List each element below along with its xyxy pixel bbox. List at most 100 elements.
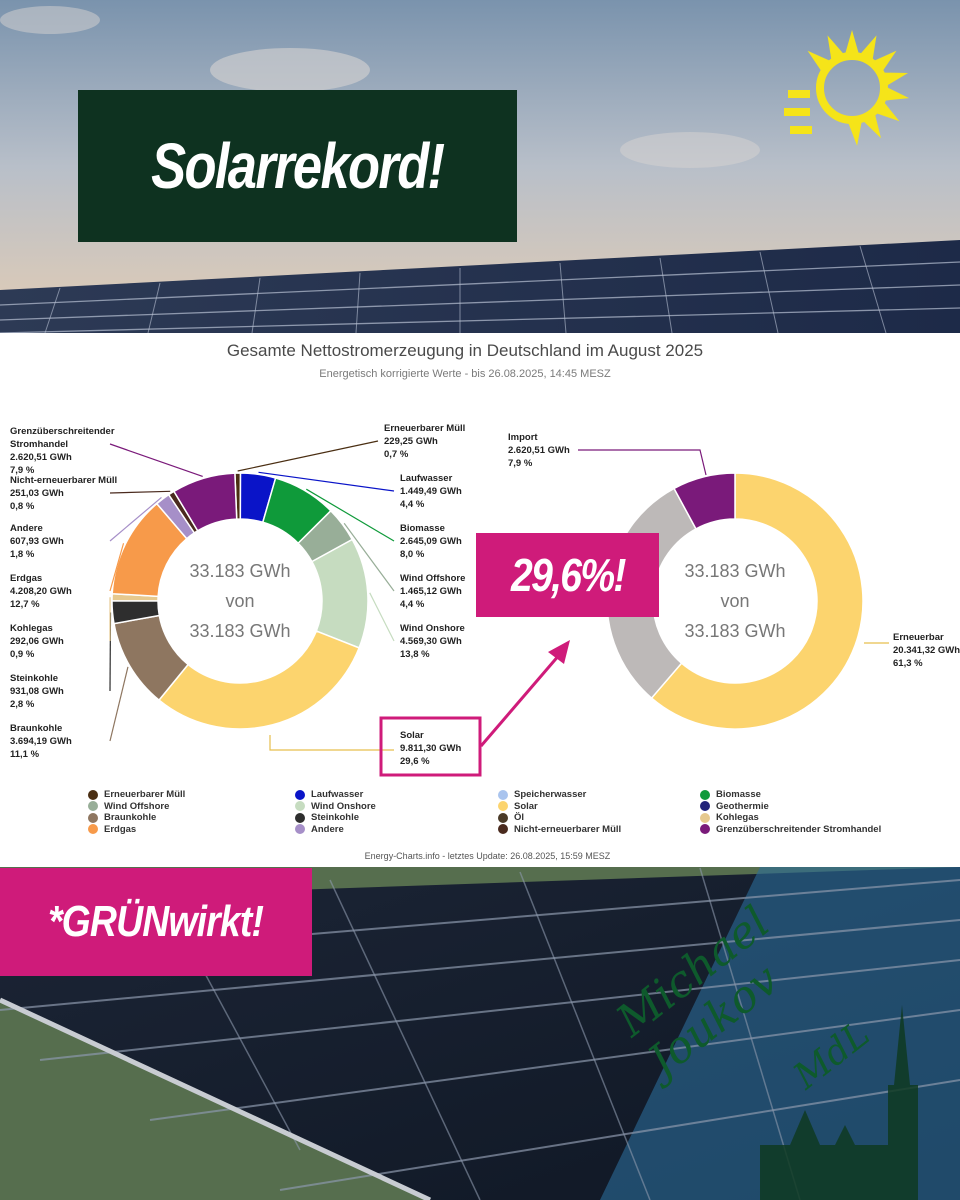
left-label-braunkohle: Braunkohle <box>10 723 62 734</box>
legend-swatch <box>295 789 305 800</box>
legend-swatch <box>498 812 508 823</box>
right-label-erneuerbar: 20.341,32 GWh <box>893 645 960 656</box>
left-label-biomasse: 2.645,09 GWh <box>400 536 462 547</box>
left-leader-erneuerbarer-mu-ll <box>237 440 379 472</box>
legend-item-biomasse[interactable]: Biomasse <box>700 789 761 800</box>
left-slice-grenzu-berschreitender-stromhandel <box>172 472 238 532</box>
left-leader-braunkohle <box>109 666 129 742</box>
left-label-biomasse: 8,0 % <box>400 549 425 560</box>
tagline-box: *GRÜNwirkt! <box>0 868 312 976</box>
legend-label: Laufwasser <box>311 789 364 800</box>
legend-swatch <box>88 789 98 800</box>
legend-label: Wind Onshore <box>311 800 376 812</box>
right-slice-erneuerbar <box>650 472 864 730</box>
left-label-wind-offshore: 4,4 % <box>400 599 425 610</box>
cathedral-icon <box>760 1005 918 1200</box>
left-label-steinkohle: 2,8 % <box>10 699 35 710</box>
legend-swatch <box>88 801 98 811</box>
left-label-braunkohle: 11,1 % <box>10 749 40 760</box>
right-leader-import <box>578 449 707 476</box>
legend-label: Steinkohle <box>311 812 360 823</box>
legend-item-o-l[interactable]: Öl <box>498 812 524 823</box>
legend-label: Biomasse <box>716 789 761 800</box>
left-leader-andere <box>109 496 162 542</box>
legend-swatch <box>498 801 508 811</box>
left-label-solar: 9.811,30 GWh <box>400 743 461 754</box>
left-leader-nicht-erneuerbarer-mu-ll <box>109 490 171 494</box>
left-label-laufwasser: 4,4 % <box>400 499 425 510</box>
legend-swatch <box>700 801 710 811</box>
right-center-text: 33.183 GWh <box>684 561 785 581</box>
legend-swatch <box>498 789 508 800</box>
left-label-wind-offshore: Wind Offshore <box>400 573 465 584</box>
legend-swatch <box>295 812 305 823</box>
right-slice-import <box>673 472 736 530</box>
legend-item-laufwasser[interactable]: Laufwasser <box>295 789 363 800</box>
legend-label: Andere <box>311 823 344 835</box>
left-label-biomasse: Biomasse <box>400 523 445 534</box>
legend-item-geothermie[interactable]: Geothermie <box>700 801 769 812</box>
legend-label: Grenzüberschreitender Stromhandel <box>716 823 882 835</box>
left-label-erdgas: 12,7 % <box>10 599 40 610</box>
legend-item-steinkohle[interactable]: Steinkohle <box>295 812 359 823</box>
left-center-text: 33.183 GWh <box>189 561 290 581</box>
left-label-andere: 607,93 GWh <box>10 536 64 547</box>
legend-swatch <box>700 789 710 800</box>
left-label-nicht-erneuerbarer-mu-ll: Nicht-erneuerbarer Müll <box>10 475 117 486</box>
left-label-erdgas: 4.208,20 GWh <box>10 586 72 597</box>
legend-swatch <box>88 812 98 823</box>
left-leader-wind-onshore <box>369 592 395 642</box>
right-label-erneuerbar: Erneuerbar <box>893 632 944 643</box>
legend-item-grenzu-berschreitender-stromhandel[interactable]: Grenzüberschreitender Stromhandel <box>700 824 881 835</box>
right-label-import: 2.620,51 GWh <box>508 445 570 456</box>
left-label-wind-onshore: 4.569,30 GWh <box>400 636 462 647</box>
left-center-text: 33.183 GWh <box>189 621 290 641</box>
legend-label: Erneuerbarer Müll <box>104 789 186 800</box>
legend-item-erneuerbarer-mu-ll[interactable]: Erneuerbarer Müll <box>88 789 185 800</box>
left-leader-laufwasser <box>258 471 395 492</box>
legend-swatch <box>295 801 305 811</box>
left-label-andere: 1,8 % <box>10 549 35 560</box>
left-label-wind-offshore: 1.465,12 GWh <box>400 586 462 597</box>
left-center-text: von <box>225 591 254 611</box>
left-label-erneuerbarer-mu-ll: Erneuerbarer Müll <box>384 423 465 434</box>
left-label-grenzu-berschreitender-stromhandel: Grenzüberschreitender <box>10 426 115 437</box>
legend-item-braunkohle[interactable]: Braunkohle <box>88 812 156 823</box>
legend-item-andere[interactable]: Andere <box>295 824 344 835</box>
left-label-laufwasser: Laufwasser <box>400 473 453 484</box>
legend-item-kohlegas[interactable]: Kohlegas <box>700 812 759 823</box>
left-label-wind-onshore: 13,8 % <box>400 649 430 660</box>
chart-panel: Gesamte Nettostromerzeugung in Deutschla… <box>0 333 960 867</box>
legend-label: Geothermie <box>716 800 769 812</box>
left-label-andere: Andere <box>10 523 43 534</box>
legend-label: Speicherwasser <box>514 789 587 800</box>
left-label-laufwasser: 1.449,49 GWh <box>400 486 462 497</box>
legend-item-wind-offshore[interactable]: Wind Offshore <box>88 801 169 812</box>
left-label-grenzu-berschreitender-stromhandel: Stromhandel <box>10 439 68 450</box>
chart-subtitle: Energetisch korrigierte Werte - bis 26.0… <box>319 368 611 380</box>
left-label-nicht-erneuerbarer-mu-ll: 251,03 GWh <box>10 488 64 499</box>
legend-item-solar[interactable]: Solar <box>498 801 538 812</box>
callout-text: 29,6%! <box>510 549 626 601</box>
right-center-text: von <box>720 591 749 611</box>
left-leader-biomasse <box>306 488 395 542</box>
legend-item-nicht-erneuerbarer-mu-ll[interactable]: Nicht-erneuerbarer Müll <box>498 824 621 835</box>
left-label-kohlegas: 0,9 % <box>10 649 35 660</box>
left-label-grenzu-berschreitender-stromhandel: 2.620,51 GWh <box>10 452 72 463</box>
left-label-solar: 29,6 % <box>400 756 430 767</box>
legend-swatch <box>700 812 710 823</box>
left-label-erneuerbarer-mu-ll: 229,25 GWh <box>384 436 438 447</box>
left-label-steinkohle: Steinkohle <box>10 673 58 684</box>
legend-item-speicherwasser[interactable]: Speicherwasser <box>498 789 586 800</box>
legend-item-wind-onshore[interactable]: Wind Onshore <box>295 801 376 812</box>
legend-label: Nicht-erneuerbarer Müll <box>514 823 622 835</box>
legend-label: Erdgas <box>104 823 137 835</box>
legend-item-erdgas[interactable]: Erdgas <box>88 824 136 835</box>
left-leader-grenzu-berschreitender-stromhandel <box>109 443 203 478</box>
right-label-erneuerbar: 61,3 % <box>893 658 923 669</box>
legend-label: Braunkohle <box>104 812 157 823</box>
left-label-grenzu-berschreitender-stromhandel: 7,9 % <box>10 465 35 476</box>
legend-label: Öl <box>514 812 525 823</box>
legend-label: Wind Offshore <box>104 800 170 812</box>
